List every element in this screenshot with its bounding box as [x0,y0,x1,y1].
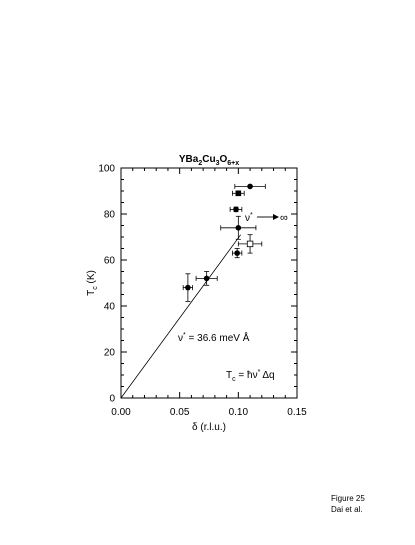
marker-filled-circle [247,183,253,190]
annotations: ν* = 36.6 meV ÅTc = ħν* Δqν* ∞ [178,212,288,383]
marker-open-square [246,240,254,248]
y-tick-label: 20 [104,348,116,359]
x-axis-label: δ (r.l.u.) [192,422,226,433]
marker-filled-circle [233,206,239,213]
marker-filled-circle [234,250,240,256]
data-point [237,234,263,254]
velocity-annotation-part: ν [178,333,183,344]
formula-annotation-part: T [226,370,232,381]
y-axis-label-part: c [92,286,99,290]
infinity-symbol: ∞ [280,212,288,224]
axis-labels: YBa2Cu3O6+x δ (r.l.u.) Tc (K) [86,154,239,433]
velocity-annotation-part: * [183,332,186,339]
data-point [195,271,218,286]
fit-line-group [120,234,242,399]
data-point [182,273,193,302]
y-axis-label: Tc (K) [86,270,99,296]
y-tick-label: 100 [98,164,115,175]
data-point [232,190,245,197]
axis-ticks: 0.00 0.05 0.10 0.15 0 20 40 60 80 100 [98,164,307,419]
marker-filled-circle [203,275,210,282]
chart-title-part: O [219,154,227,165]
marker-filled-square [235,190,242,197]
x-tick-label: 0.00 [111,407,131,418]
arrow-annotation-label: ν* [245,212,253,224]
chart-title-part: 3 [216,160,220,167]
y-axis-label-part: (K) [86,270,97,286]
marker-filled-circle [235,225,242,231]
y-tick-label: 40 [104,302,116,313]
formula-annotation-part: * [258,369,261,376]
x-tick-label: 0.15 [287,407,307,418]
plot-axes [120,167,298,399]
x-tick-label: 0.05 [170,407,190,418]
y-tick-label: 60 [104,256,116,267]
formula-annotation-part: = ħν [236,370,258,381]
arrow-head [273,214,279,220]
y-tick-label: 80 [104,210,116,221]
chart-title-part: YBa [179,154,199,165]
arrow-annotation-part: * [250,212,253,219]
data-point [220,215,257,240]
figure-caption-line2: Dai et al. [331,505,363,514]
data-point [234,183,266,190]
chart-title-part: 6+x [227,160,239,167]
formula-annotation-part: Δq [262,370,274,381]
formula-annotation-part: c [232,376,236,383]
formula-annotation: Tc = ħν* Δq [226,369,275,383]
y-axis-label-part: T [86,290,97,296]
velocity-annotation-part: = 36.6 meV Å [186,331,250,344]
chart-title: YBa2Cu3O6+x [179,154,239,167]
y-tick-label: 0 [109,394,115,405]
velocity-annotation: ν* = 36.6 meV Å [178,331,250,344]
data-point [229,206,243,213]
chart-title-part: Cu [202,154,215,165]
data-point [232,248,243,259]
arrow-annotation-part: ν [245,213,250,224]
x-tick-label: 0.10 [229,407,249,418]
marker-filled-circle [185,284,191,291]
plot-frame [120,167,298,399]
fit-line [120,234,242,399]
figure-caption-line1: Figure 25 [331,494,365,503]
chart-title-part: 2 [198,160,202,167]
data-points [182,183,266,302]
